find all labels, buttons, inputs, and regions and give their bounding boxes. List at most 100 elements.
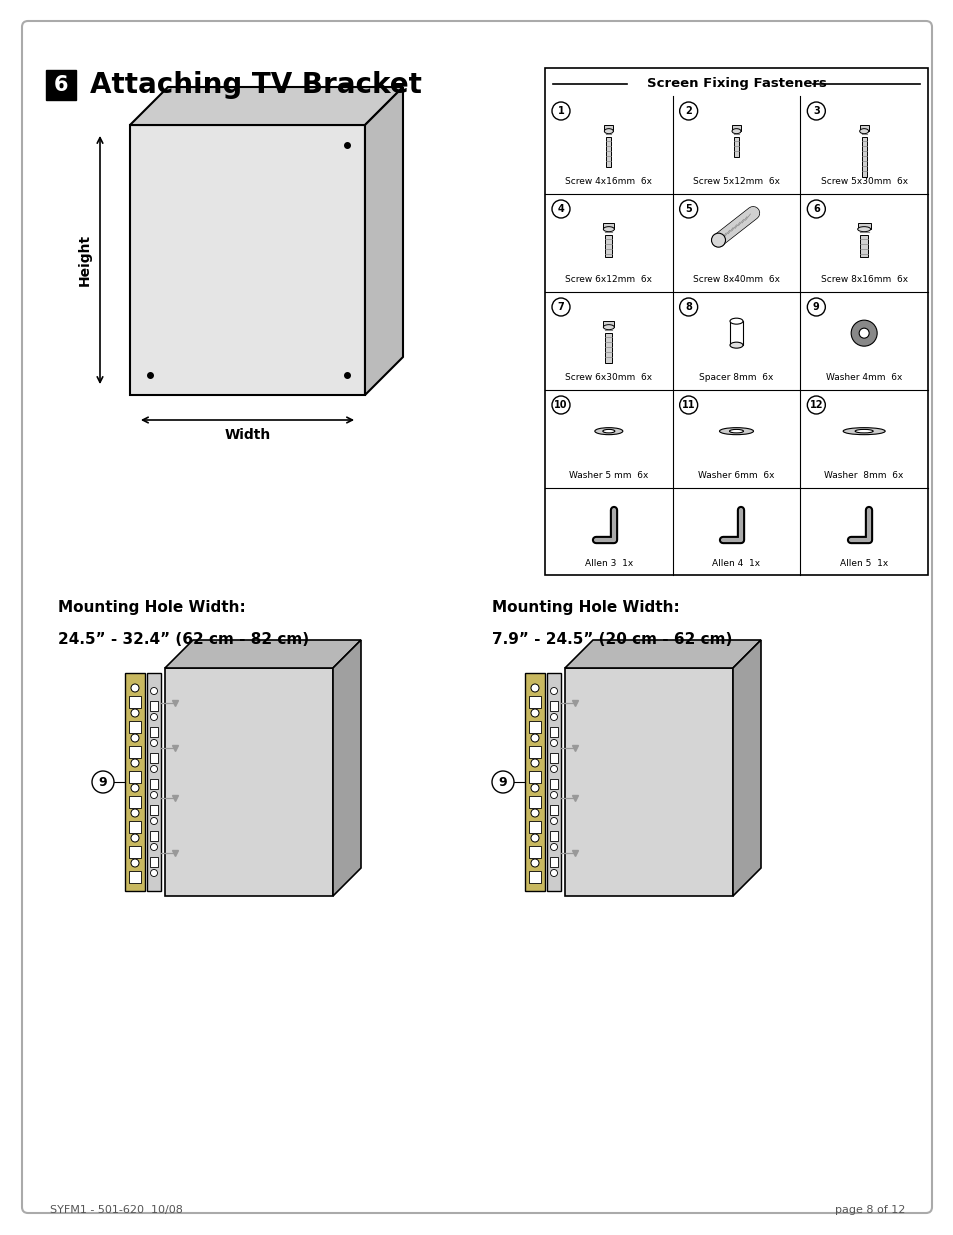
Ellipse shape [842,427,884,435]
Ellipse shape [603,128,613,133]
Bar [529,846,540,858]
Circle shape [151,869,157,877]
FancyBboxPatch shape [22,21,931,1213]
Bar [129,697,141,708]
Circle shape [531,709,538,718]
Circle shape [131,809,139,818]
Text: Screw 5x12mm  6x: Screw 5x12mm 6x [692,178,780,186]
Text: Washer  8mm  6x: Washer 8mm 6x [823,472,902,480]
Bar [150,779,158,789]
Circle shape [531,734,538,742]
Circle shape [131,684,139,692]
Bar [731,125,740,131]
Text: Screw 8x16mm  6x: Screw 8x16mm 6x [820,275,906,284]
Polygon shape [606,137,611,167]
Circle shape [679,103,697,120]
Ellipse shape [854,430,872,433]
Bar [147,673,161,890]
Ellipse shape [729,430,742,433]
Circle shape [859,329,868,338]
Bar [859,125,868,131]
Circle shape [131,860,139,867]
Circle shape [552,200,569,219]
Circle shape [531,809,538,818]
Text: Washer 4mm  6x: Washer 4mm 6x [825,373,902,383]
Circle shape [552,103,569,120]
Text: Screw 4x16mm  6x: Screw 4x16mm 6x [565,178,652,186]
Bar [550,727,558,737]
Text: Height: Height [78,233,91,287]
Circle shape [806,396,824,414]
Bar [529,697,540,708]
Circle shape [550,792,557,799]
Text: Screw 5x30mm  6x: Screw 5x30mm 6x [820,178,906,186]
Ellipse shape [729,342,742,348]
Bar [529,797,540,808]
Bar [129,871,141,883]
Circle shape [550,869,557,877]
Bar [857,224,870,230]
Circle shape [531,860,538,867]
Text: Mounting Hole Width:: Mounting Hole Width: [58,600,246,615]
Bar [550,753,558,763]
Bar [125,673,145,890]
Text: 2: 2 [684,106,691,116]
Polygon shape [860,235,867,257]
Text: Washer 6mm  6x: Washer 6mm 6x [698,472,774,480]
Circle shape [131,734,139,742]
Text: 24.5” - 32.4” (62 cm - 82 cm): 24.5” - 32.4” (62 cm - 82 cm) [58,632,309,647]
Text: 5: 5 [684,204,691,214]
Polygon shape [165,668,333,897]
Polygon shape [365,86,402,395]
Polygon shape [130,86,402,125]
Bar [129,721,141,734]
Circle shape [151,818,157,825]
Ellipse shape [859,128,868,133]
Polygon shape [732,640,760,897]
Circle shape [550,844,557,851]
Text: Screw 6x12mm  6x: Screw 6x12mm 6x [565,275,652,284]
Polygon shape [165,640,360,668]
Bar [150,701,158,711]
Text: Mounting Hole Width:: Mounting Hole Width: [492,600,679,615]
Bar [550,805,558,815]
Text: Screw 8x40mm  6x: Screw 8x40mm 6x [692,275,780,284]
Circle shape [151,688,157,694]
Bar [129,771,141,783]
Ellipse shape [602,325,614,330]
Bar [550,831,558,841]
Text: Width: Width [224,429,271,442]
Ellipse shape [731,128,740,133]
Text: 12: 12 [809,400,822,410]
Bar [602,224,614,230]
Circle shape [531,684,538,692]
Circle shape [531,760,538,767]
Text: 6: 6 [53,75,69,95]
Text: 7: 7 [558,303,564,312]
Text: 8: 8 [684,303,691,312]
Ellipse shape [719,427,753,435]
Bar [529,771,540,783]
Circle shape [131,709,139,718]
Text: Allen 3  1x: Allen 3 1x [584,559,632,568]
Bar [529,821,540,832]
Text: 1: 1 [558,106,564,116]
Circle shape [550,688,557,694]
Bar [529,871,540,883]
Circle shape [552,396,569,414]
Text: 9: 9 [498,776,507,788]
Circle shape [492,771,514,793]
Bar [529,746,540,758]
Text: 10: 10 [554,400,567,410]
Polygon shape [605,235,612,257]
Text: Allen 5  1x: Allen 5 1x [840,559,887,568]
Bar [529,721,540,734]
Polygon shape [733,137,739,157]
Text: SYFM1 - 501-620  10/08: SYFM1 - 501-620 10/08 [50,1205,183,1215]
Circle shape [131,834,139,842]
Text: 6: 6 [812,204,819,214]
Ellipse shape [595,427,622,435]
Ellipse shape [729,319,742,324]
Text: Allen 4  1x: Allen 4 1x [712,559,760,568]
Bar [150,857,158,867]
